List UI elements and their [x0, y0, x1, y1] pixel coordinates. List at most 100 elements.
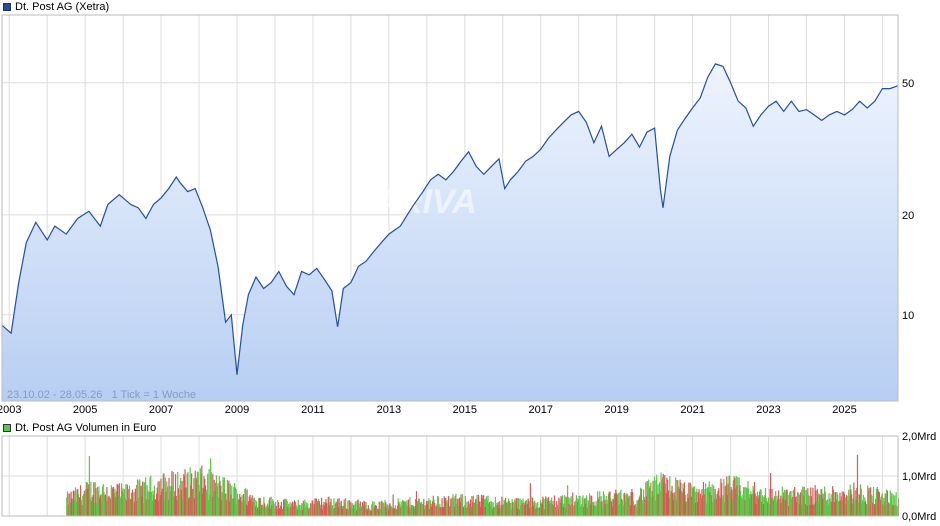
volume-bar	[244, 488, 246, 516]
volume-bar	[196, 471, 199, 516]
volume-bar	[342, 508, 344, 516]
volume-bar	[159, 495, 161, 516]
volume-bar	[242, 494, 245, 516]
volume-bar	[711, 484, 713, 516]
volume-bar	[825, 500, 827, 516]
volume-bar	[444, 497, 446, 516]
x-tick-label: 2015	[453, 404, 477, 416]
volume-bar	[412, 505, 414, 516]
volume-bar	[212, 474, 214, 516]
volume-bar	[124, 498, 126, 516]
volume-bar	[722, 495, 724, 516]
volume-bar	[356, 500, 358, 516]
volume-bar	[845, 503, 847, 516]
price-legend-label: Dt. Post AG (Xetra)	[15, 1, 110, 13]
volume-bar	[309, 507, 311, 516]
volume-bar	[164, 477, 166, 516]
volume-bar	[426, 504, 429, 516]
volume-bar	[635, 506, 637, 516]
volume-bar	[144, 482, 146, 516]
volume-bar	[802, 486, 804, 516]
volume-bar	[756, 496, 758, 516]
volume-bar	[733, 476, 735, 516]
volume-bar	[872, 502, 874, 516]
volume-bar	[521, 500, 523, 516]
volume-bar	[443, 496, 445, 516]
volume-bar	[582, 495, 584, 516]
volume-bar	[111, 487, 113, 516]
volume-bar	[217, 483, 219, 516]
volume-bar	[748, 498, 751, 516]
volume-bar	[250, 497, 253, 516]
volume-bar	[707, 486, 710, 516]
volume-bar	[418, 498, 420, 516]
volume-bar	[82, 495, 84, 516]
volume-bar	[394, 505, 396, 516]
volume-bar	[199, 491, 201, 516]
volume-bar	[80, 485, 82, 516]
x-axis: 2003 2005 2007 2009 2011 2013 2015 2017 2019 2021…	[0, 404, 857, 416]
volume-bar	[853, 482, 855, 516]
volume-bar	[432, 495, 434, 516]
volume-bar	[73, 491, 75, 516]
volume-bar	[568, 503, 570, 516]
volume-bar	[579, 495, 581, 516]
volume-bar	[599, 501, 602, 516]
volume-bar	[679, 479, 681, 516]
volume-bar	[270, 496, 272, 516]
volume-bar	[138, 480, 140, 516]
volume-bar	[572, 507, 575, 516]
volume-bar	[605, 496, 607, 516]
volume-bar	[218, 475, 220, 516]
volume-bar	[706, 488, 708, 516]
volume-bar	[581, 497, 583, 516]
volume-bar	[167, 499, 169, 516]
volume-bar	[350, 506, 353, 516]
volume-bar	[629, 496, 631, 516]
volume-bar	[776, 495, 778, 516]
volume-bar	[734, 488, 737, 516]
volume-bar	[888, 503, 890, 516]
volume-bar	[109, 498, 111, 516]
volume-bar	[592, 505, 594, 516]
volume-bar	[640, 488, 642, 516]
volume-bar	[561, 497, 563, 516]
volume-bar	[269, 508, 272, 516]
volume-bar	[850, 489, 852, 516]
volume-bar	[656, 474, 658, 516]
volume-bar	[504, 497, 507, 516]
volume-bar	[494, 508, 496, 516]
volume-bar	[266, 505, 268, 516]
volume-bar	[724, 486, 726, 516]
volume-bar	[770, 498, 772, 516]
volume-bar	[503, 499, 505, 516]
volume-bar	[770, 473, 772, 516]
volume-bar	[861, 504, 863, 516]
volume-bar	[112, 488, 114, 516]
volume-bar	[239, 494, 241, 516]
volume-bar	[634, 504, 636, 516]
volume-bar	[618, 493, 620, 516]
volume-bar	[213, 479, 215, 516]
volume-bar	[310, 503, 312, 516]
volume-bar	[123, 493, 125, 516]
volume-bar	[485, 496, 488, 516]
volume-bar	[90, 481, 92, 516]
volume-bar	[114, 488, 116, 516]
volume-bar	[426, 500, 428, 516]
volume-bar	[252, 502, 254, 516]
volume-bar	[874, 504, 876, 516]
volume-bar	[553, 505, 555, 516]
volume-bar	[730, 487, 732, 516]
volume-plot-frame	[1, 435, 899, 517]
volume-bar	[704, 494, 706, 516]
volume-bar	[608, 491, 610, 516]
volume-bar	[553, 495, 556, 516]
volume-bar	[410, 505, 412, 516]
volume-bar	[660, 472, 662, 516]
volume-bar	[867, 485, 869, 516]
volume-bar	[433, 499, 435, 516]
volume-bar	[827, 504, 829, 516]
volume-bar	[90, 501, 93, 516]
volume-bar	[575, 495, 577, 516]
